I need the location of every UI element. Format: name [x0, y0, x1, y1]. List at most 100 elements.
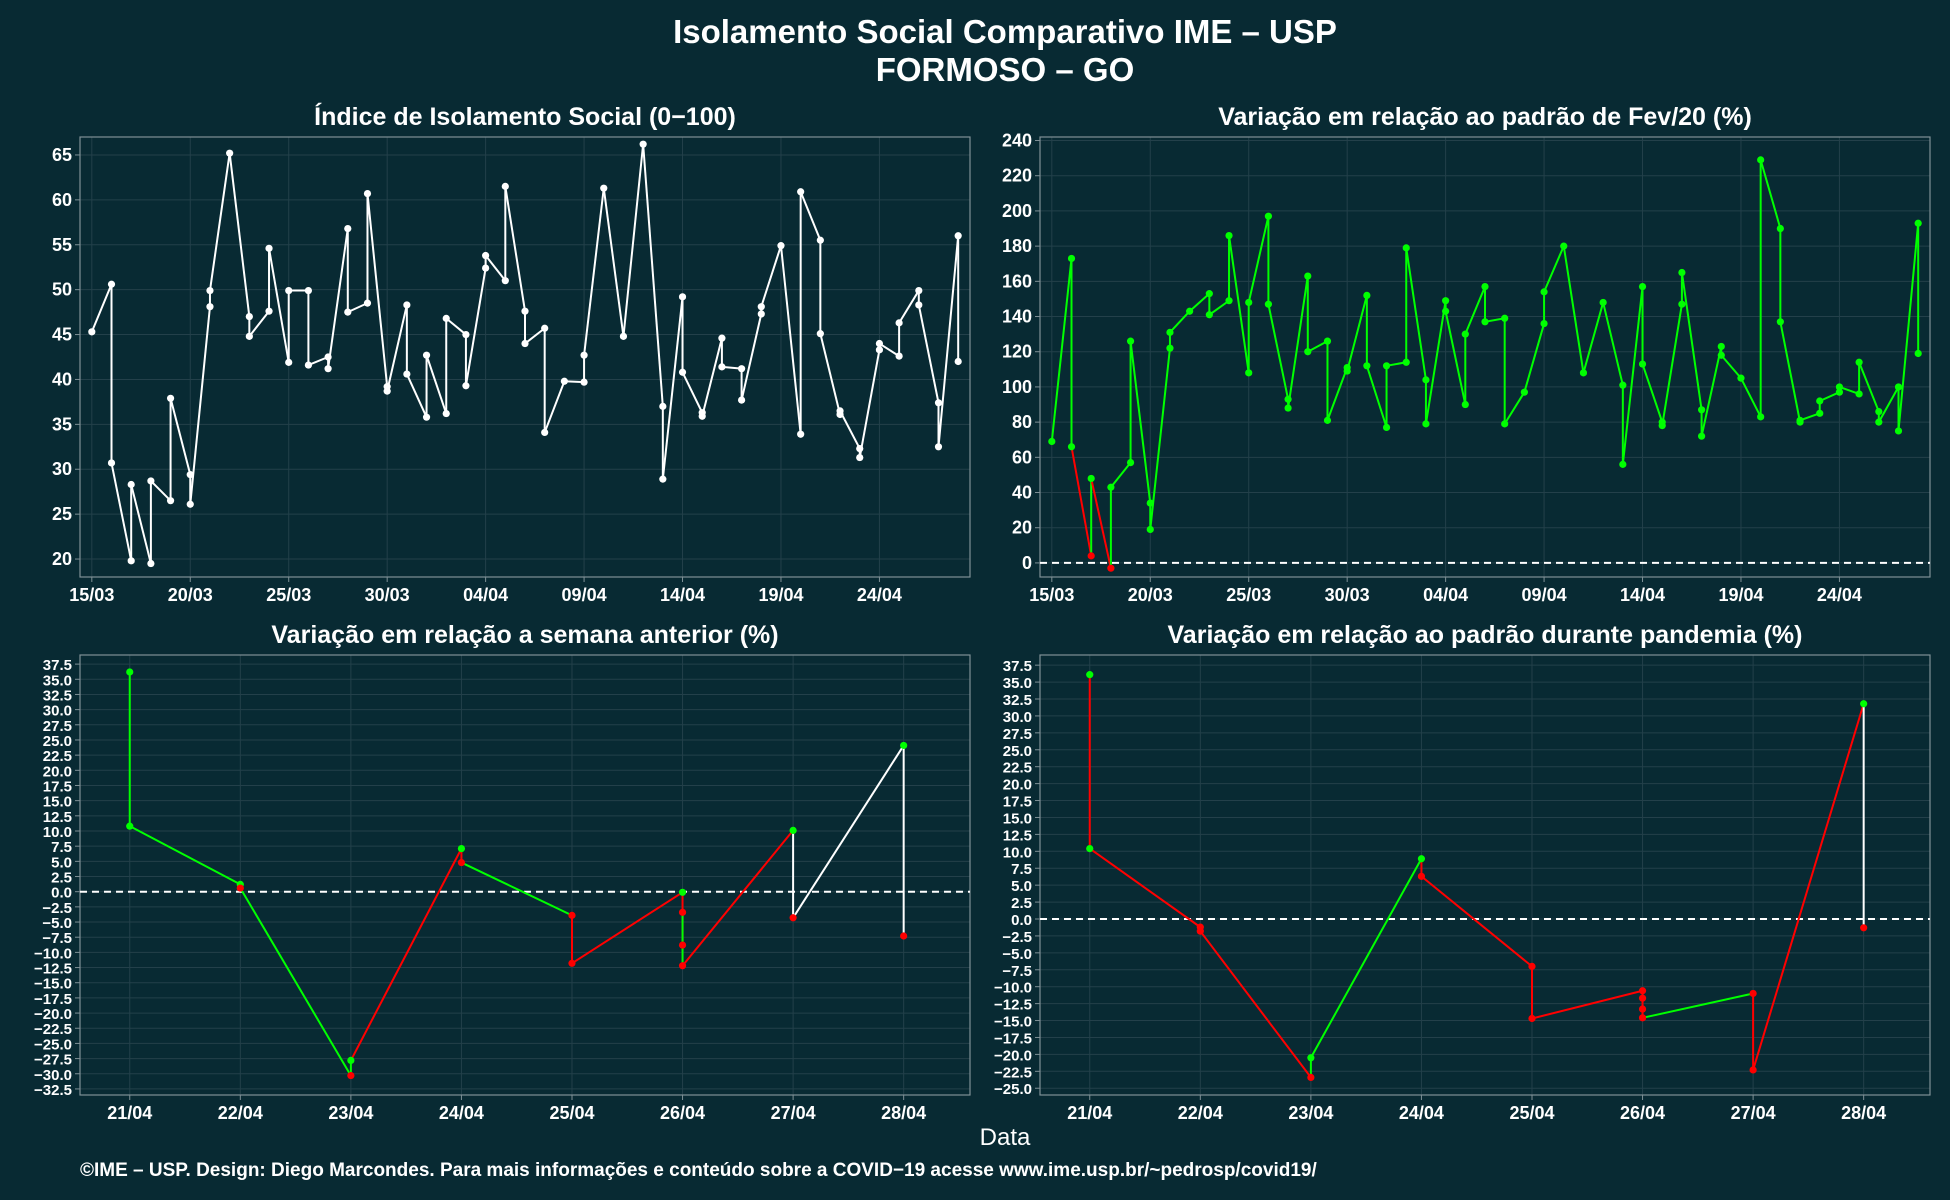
x-tick-label: 23/04 — [328, 1103, 373, 1123]
y-tick-label: −22.5 — [994, 1064, 1032, 1081]
y-tick-label: −15.0 — [994, 1014, 1032, 1031]
data-point — [1442, 307, 1450, 315]
data-point — [1528, 1014, 1536, 1023]
data-point — [1461, 330, 1469, 338]
data-point — [457, 858, 466, 867]
panel-indice-isolamento: Índice de Isolamento Social (0−100) 15/03… — [52, 102, 971, 605]
x-tick-label: 21/04 — [107, 1103, 152, 1123]
data-point — [568, 959, 576, 967]
data-point — [895, 319, 903, 327]
panel-title: Variação em relação ao padrão de Fev/20 … — [1218, 103, 1752, 131]
data-point — [482, 264, 490, 272]
series-segment — [1877, 386, 1900, 423]
data-point — [457, 845, 466, 853]
data-point — [1528, 962, 1536, 970]
y-tick-label: 7.5 — [51, 839, 72, 856]
series-segment — [1365, 365, 1388, 428]
panel-frame — [1039, 136, 1931, 578]
series-segment — [1405, 247, 1427, 381]
y-tick-label: 32.5 — [1003, 692, 1032, 709]
series-segment — [1582, 302, 1605, 374]
data-point — [1638, 360, 1647, 368]
series-segment — [740, 313, 763, 401]
data-point — [1835, 388, 1844, 396]
data-point — [347, 1071, 355, 1080]
data-point — [285, 286, 293, 295]
series-segment — [839, 410, 861, 450]
x-tick-label: 22/04 — [1178, 1103, 1223, 1123]
x-tick-label: 09/04 — [562, 585, 607, 605]
series-segment — [1188, 292, 1211, 312]
data-point — [678, 368, 687, 376]
y-tick-label: 40 — [1012, 483, 1032, 503]
data-point — [1860, 924, 1868, 932]
data-point — [285, 358, 293, 366]
series-segment — [1287, 275, 1309, 409]
data-point — [678, 941, 687, 949]
data-point — [789, 826, 797, 834]
x-tick-label: 14/04 — [660, 585, 705, 605]
data-point — [1087, 552, 1095, 560]
x-tick-label: 04/04 — [1423, 585, 1468, 605]
data-point — [304, 361, 313, 369]
data-point — [1307, 1054, 1315, 1062]
x-tick-label: 14/04 — [1620, 585, 1665, 605]
data-point — [954, 232, 962, 240]
series-segment — [1642, 992, 1754, 1019]
series-segment — [819, 333, 842, 415]
x-tick-label: 24/04 — [1399, 1103, 1444, 1123]
data-point — [1875, 407, 1883, 416]
data-point — [1086, 671, 1094, 679]
series-segment — [90, 283, 113, 333]
data-point — [521, 307, 529, 315]
y-tick-label: 30.0 — [1003, 709, 1032, 726]
x-tick-label: 28/04 — [1841, 1103, 1886, 1123]
data-point — [1402, 244, 1410, 252]
series-segment — [208, 153, 231, 291]
data-point — [1816, 409, 1824, 417]
series-segment — [583, 188, 605, 356]
data-point — [442, 314, 450, 322]
data-point — [236, 884, 244, 892]
x-tick-label: 23/04 — [1288, 1103, 1333, 1123]
y-tick-label: −2.5 — [1002, 929, 1032, 946]
y-tick-label: 22.5 — [1003, 760, 1032, 777]
data-point — [619, 332, 628, 340]
series-segment — [1110, 461, 1132, 488]
x-tick-label: 21/04 — [1067, 1103, 1112, 1123]
data-point — [1422, 420, 1430, 428]
y-tick-label: 60 — [52, 190, 72, 210]
series-segment — [129, 825, 241, 886]
data-point — [1638, 987, 1647, 995]
data-point — [1382, 362, 1391, 370]
series-segment — [1420, 875, 1533, 968]
y-tick-label: 2.5 — [1011, 895, 1032, 912]
data-point — [127, 557, 135, 565]
y-tick-label: 20 — [1012, 518, 1032, 538]
y-tick-label: 20.0 — [1003, 777, 1032, 794]
series-segment — [1503, 391, 1526, 425]
y-tick-label: 27.5 — [1003, 726, 1032, 743]
y-tick-label: 100 — [1002, 377, 1032, 397]
data-point — [1875, 418, 1883, 426]
series-segment — [1531, 989, 1643, 1020]
series-segment — [1752, 703, 1865, 1071]
y-tick-label: 37.5 — [1003, 658, 1032, 675]
data-point — [600, 184, 608, 192]
data-point — [1638, 994, 1647, 1002]
data-point — [88, 328, 96, 336]
data-point — [1363, 362, 1371, 370]
data-point — [1619, 381, 1627, 389]
data-point — [1284, 404, 1292, 412]
y-tick-label: 7.5 — [1011, 861, 1032, 878]
data-point — [915, 301, 923, 309]
x-tick-label: 26/04 — [1620, 1103, 1665, 1123]
data-point — [1323, 337, 1332, 345]
series-segment — [425, 354, 448, 414]
data-point — [1087, 474, 1095, 483]
series-segment — [701, 337, 723, 417]
series-segment — [1199, 930, 1312, 1079]
main-title: Isolamento Social Comparativo IME – USP — [673, 13, 1337, 50]
data-point — [1737, 374, 1745, 382]
y-tick-label: −12.5 — [994, 997, 1032, 1014]
